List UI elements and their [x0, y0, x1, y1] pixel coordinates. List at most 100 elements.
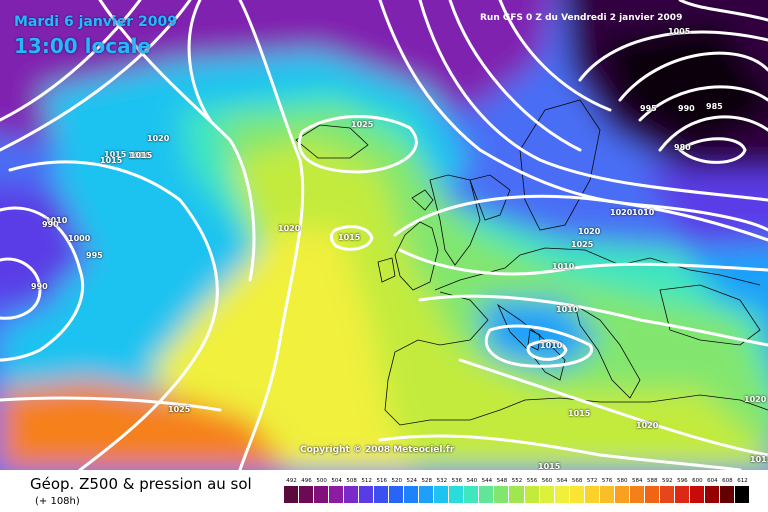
legend-swatch [584, 486, 600, 503]
legend-value: 512 [361, 478, 372, 484]
legend-value: 528 [421, 478, 433, 484]
isobar-label: 1015 [568, 409, 591, 418]
geopotential-shading [0, 0, 768, 470]
isobar-label: 995 [640, 104, 657, 113]
isobar-label: 985 [706, 102, 723, 111]
isobars [0, 0, 768, 470]
legend-swatch [329, 486, 345, 503]
legend-swatch [539, 486, 555, 503]
isobar-label: 990 [42, 220, 59, 229]
legend-value: 584 [631, 478, 643, 484]
legend-swatch [314, 486, 330, 503]
legend-value: 496 [301, 478, 312, 484]
legend-swatch [629, 486, 645, 503]
map-title: Géop. Z500 & pression au sol [30, 475, 252, 493]
isobar-label: 1020 [278, 224, 301, 233]
legend-swatch [704, 486, 720, 503]
isobar-label: 1010 [45, 216, 68, 225]
legend-value: 608 [722, 478, 733, 484]
legend-labels: 492 496 500 504 508 512 516 520 524 528 532 536 540 5… [284, 478, 750, 484]
isobar-label: 1015 [104, 150, 127, 159]
legend-value: 604 [707, 478, 718, 484]
legend-value: 504 [331, 478, 342, 484]
isobar-label: 1010 [556, 305, 579, 314]
legend-swatch [464, 486, 480, 503]
isobar-label: 1020 [147, 134, 170, 143]
isobar-label: 1020 [636, 421, 659, 430]
legend-value: 572 [586, 478, 598, 484]
legend-swatch [494, 486, 510, 503]
isobar-label: 995 [86, 251, 103, 260]
legend-value: 536 [451, 478, 463, 484]
legend-value: 592 [662, 478, 673, 484]
legend-swatch [659, 486, 675, 503]
isobar-label: 1010 [632, 208, 655, 217]
isobar-label: 1015 [538, 462, 561, 471]
legend-value: 600 [692, 478, 703, 484]
legend-swatch [389, 486, 405, 503]
legend-value: 568 [571, 478, 583, 484]
legend-swatch [734, 486, 750, 503]
model-run-info: Run GFS 0 Z du Vendredi 2 janvier 2009 [480, 13, 683, 23]
legend-value: 580 [616, 478, 628, 484]
forecast-time: 13:00 locale [14, 34, 151, 58]
legend-value: 532 [436, 478, 448, 484]
forecast-lead-time: (+ 108h) [35, 496, 80, 507]
legend-value: 540 [466, 478, 478, 484]
forecast-date: Mardi 6 janvier 2009 [14, 14, 177, 30]
legend-swatch [524, 486, 540, 503]
isobar-label: 1015 [338, 233, 361, 242]
forecast-map [0, 0, 768, 470]
legend-swatch [509, 486, 525, 503]
legend-swatch [359, 486, 375, 503]
legend-value: 508 [346, 478, 357, 484]
isobar-label: 1010 [552, 262, 575, 271]
color-scale-legend: 492 496 500 504 508 512 516 520 524 528 532 536 540 5… [284, 478, 750, 503]
legend-swatch [449, 486, 465, 503]
legend-swatches [284, 486, 750, 503]
isobar-label: 1005 [668, 27, 691, 36]
isobar-label: 1025 [168, 405, 191, 414]
legend-value: 596 [677, 478, 688, 484]
isobar-label: 1020 [578, 227, 601, 236]
legend-swatch [404, 486, 420, 503]
legend-value: 500 [316, 478, 327, 484]
legend-value: 544 [481, 478, 493, 484]
legend-value: 612 [737, 478, 748, 484]
isobar-label: 980 [674, 143, 691, 152]
isobar-label: 1010 [540, 341, 563, 350]
legend-value: 516 [376, 478, 387, 484]
legend-swatch [374, 486, 390, 503]
legend-swatch [644, 486, 660, 503]
isobar-label: 1015 [130, 151, 153, 160]
isobar-label: 1020 [610, 208, 633, 217]
isobar-label: 990 [31, 282, 48, 291]
isobar-label: 1000 [68, 234, 91, 243]
legend-swatch [299, 486, 315, 503]
legend-swatch [284, 486, 300, 503]
isobar-label: 1010 [128, 151, 151, 160]
legend-swatch [719, 486, 735, 503]
legend-swatch [479, 486, 495, 503]
legend-swatch [434, 486, 450, 503]
legend-value: 552 [511, 478, 523, 484]
legend-value: 492 [286, 478, 297, 484]
isobar-label: 990 [678, 104, 695, 113]
legend-value: 520 [391, 478, 402, 484]
legend-value: 576 [601, 478, 613, 484]
isobar-label: 1025 [571, 240, 594, 249]
isobar-label: 1025 [351, 120, 374, 129]
legend-swatch [599, 486, 615, 503]
legend-value: 524 [406, 478, 418, 484]
legend-value: 556 [526, 478, 538, 484]
legend-swatch [674, 486, 690, 503]
legend-swatch [419, 486, 435, 503]
legend-swatch [554, 486, 570, 503]
legend-swatch [344, 486, 360, 503]
isobar-label: 1015 [100, 156, 123, 165]
map-canvas [0, 0, 768, 470]
legend-swatch [569, 486, 585, 503]
copyright-notice: Copyright © 2008 Meteociel.fr [300, 445, 455, 455]
isobar-label: 1020 [744, 395, 767, 404]
legend-value: 564 [556, 478, 568, 484]
